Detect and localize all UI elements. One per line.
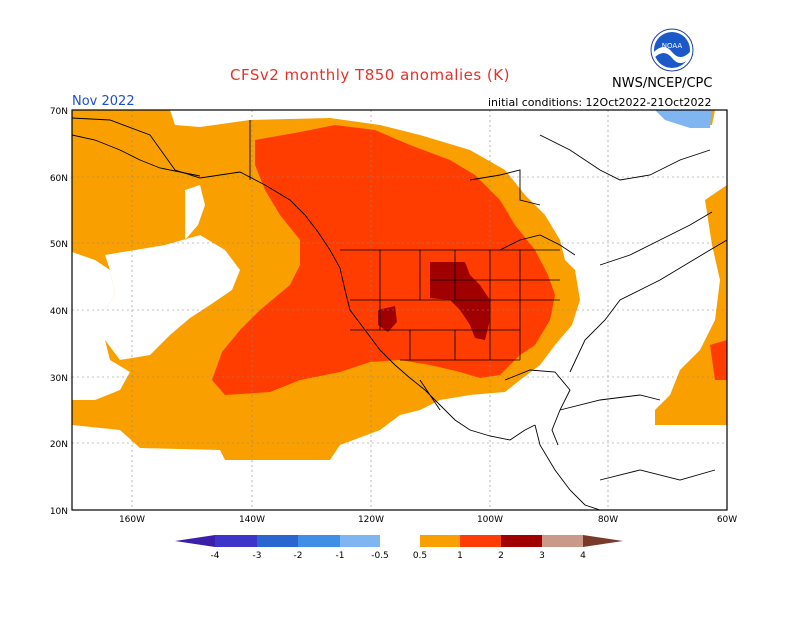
legend-swatch xyxy=(257,535,298,547)
legend-swatch-gt-p4 xyxy=(583,535,623,547)
legend-swatch xyxy=(420,535,460,547)
anomaly-region-lightblue xyxy=(655,110,712,128)
forecast-month: Nov 2022 xyxy=(72,94,135,109)
lon-label: 120W xyxy=(358,515,384,525)
legend-label: 1 xyxy=(457,551,463,561)
lon-label: 100W xyxy=(477,515,503,525)
lat-label: 70N xyxy=(50,107,68,117)
lon-label: 60W xyxy=(717,515,737,525)
legend-swatch-lt-m4 xyxy=(175,535,215,547)
legend-label: 3 xyxy=(539,551,545,561)
noaa-logo: NOAA xyxy=(650,28,694,72)
map-frame xyxy=(71,109,728,511)
lat-label: 20N xyxy=(50,440,68,450)
legend-label: 2 xyxy=(498,551,504,561)
legend-label: 0.5 xyxy=(413,551,427,561)
color-legend: -4 -3 -2 -1 -0.5 0.5 1 2 3 4 xyxy=(175,535,623,561)
coastlines xyxy=(72,117,727,510)
anomaly-region-red xyxy=(212,125,555,395)
anomaly-region-darkred xyxy=(430,262,490,340)
lon-label: 140W xyxy=(239,515,265,525)
lat-label: 30N xyxy=(50,374,68,384)
legend-swatch xyxy=(542,535,583,547)
legend-swatch xyxy=(215,535,257,547)
logo-text: NOAA xyxy=(662,42,683,50)
chart-title: CFSv2 monthly T850 anomalies (K) xyxy=(230,66,510,84)
legend-label: -3 xyxy=(253,551,262,561)
lon-label: 80W xyxy=(598,515,618,525)
longitude-labels: 160W 140W 120W 100W 80W 60W xyxy=(119,515,737,525)
anomaly-field xyxy=(72,110,727,510)
legend-label: 4 xyxy=(580,551,586,561)
agency-label: NWS/NCEP/CPC xyxy=(612,76,713,91)
legend-label: -1 xyxy=(336,551,345,561)
legend-swatch xyxy=(380,535,420,547)
latitude-labels: 70N 60N 50N 40N 30N 20N 10N xyxy=(50,107,68,517)
lon-label: 160W xyxy=(119,515,145,525)
lat-label: 60N xyxy=(50,174,68,184)
lat-label: 10N xyxy=(50,507,68,517)
legend-label: -0.5 xyxy=(371,551,389,561)
legend-label: -4 xyxy=(211,551,220,561)
legend-swatch xyxy=(340,535,380,547)
legend-swatch xyxy=(460,535,501,547)
political-borders xyxy=(340,249,560,361)
legend-label: -2 xyxy=(294,551,303,561)
legend-swatch xyxy=(298,535,340,547)
lat-label: 50N xyxy=(50,240,68,250)
lat-label: 40N xyxy=(50,307,68,317)
legend-swatch xyxy=(501,535,542,547)
initial-conditions: initial conditions: 12Oct2022-21Oct2022 xyxy=(488,96,712,109)
